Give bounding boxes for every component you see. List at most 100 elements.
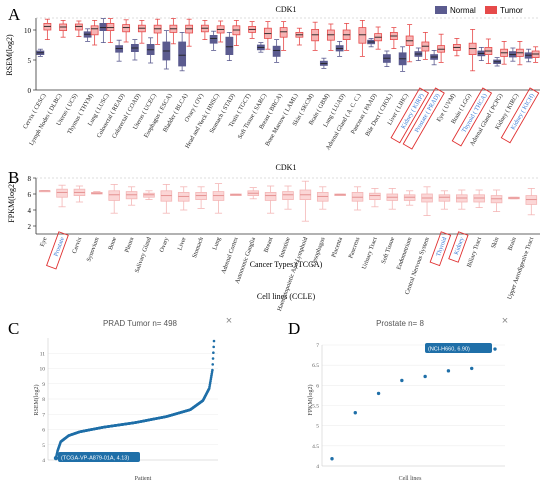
panel-d-xlabel: Cell lines — [399, 476, 422, 482]
ccle-box — [369, 192, 381, 200]
legend-tumor-label: Tumor — [500, 6, 523, 15]
highlight-box — [390, 87, 430, 144]
y-tick-label: 4 — [42, 458, 45, 464]
scatter-point — [423, 374, 427, 379]
y-tick-label: 0 — [28, 87, 32, 95]
y-tick-label: 11 — [40, 351, 46, 357]
y-tick-label: 7 — [316, 343, 319, 349]
annotation-label: (NCI-H660, 6.90) — [428, 347, 470, 353]
panel-c-ylabel: RSEM(log2) — [33, 384, 40, 415]
normal-box — [99, 22, 108, 31]
panel-a-title: CDK1 — [276, 5, 297, 14]
legend-tumor-swatch — [485, 6, 497, 14]
ccle-box — [108, 190, 120, 201]
panel-b-ylabel: FPKM(log2) — [7, 181, 16, 223]
y-tick-label: 4 — [316, 464, 319, 470]
x-tick-label: Placenta — [330, 236, 344, 258]
ccle-box — [56, 188, 68, 198]
x-tick-label: Cervix — [71, 235, 84, 254]
tumor-box — [74, 23, 83, 31]
scatter-point — [376, 391, 381, 396]
panel-c-title: PRAD Tumor n= 498 — [103, 319, 178, 328]
legend-normal-label: Normal — [450, 6, 476, 15]
highlight-point — [53, 455, 59, 461]
panel-c: C PRAD Tumor n= 498 × Patient RSEM(log2)… — [8, 315, 232, 482]
panel-d-label: D — [288, 319, 300, 338]
panel-d: D Prostate n= 8 × Cell lines FPKM(log2) … — [288, 315, 508, 482]
highlight-box — [402, 87, 445, 150]
panel-a-ylabel: RSEM(log2) — [5, 34, 14, 76]
y-tick-label: 5 — [42, 443, 45, 449]
x-tick-label: Breast — [263, 236, 275, 254]
x-tick-label: Liver — [176, 236, 187, 251]
y-tick-label: 5 — [316, 424, 319, 430]
panel-c-label: C — [8, 319, 19, 338]
x-tick-label: Lung — [211, 236, 222, 251]
y-tick-label: 8 — [28, 175, 32, 183]
annotation-box — [425, 343, 492, 354]
y-tick-label: 7 — [42, 412, 45, 418]
panel-b-xlabel: Cell lines (CCLE) — [257, 292, 316, 301]
y-tick-label: 4.5 — [312, 444, 319, 450]
y-tick-label: 6 — [42, 428, 45, 434]
panel-d-title: Prostate n= 8 — [376, 319, 424, 328]
panel-b-title: CDK1 — [276, 163, 297, 172]
y-tick-label: 6 — [316, 383, 319, 389]
highlight-box — [500, 87, 540, 144]
y-tick-label: 5 — [28, 57, 32, 65]
panel-a-legend: Normal Tumor — [435, 6, 523, 15]
x-tick-label: Brain — [507, 236, 518, 251]
scatter-point — [211, 363, 215, 366]
y-tick-label: 10 — [40, 367, 46, 373]
normal-box — [209, 35, 218, 44]
scatter-point — [211, 368, 214, 372]
legend-normal-swatch — [435, 6, 447, 14]
panel-c-xlabel: Patient — [135, 476, 152, 482]
ccle-box — [282, 191, 294, 201]
annotation-box — [58, 452, 140, 463]
scatter-point — [400, 378, 404, 383]
scatter-point — [470, 366, 474, 371]
close-icon[interactable]: × — [226, 315, 232, 327]
tumor-box — [106, 22, 115, 31]
panel-b: B CDK1 Cell lines (CCLE) FPKM(log2) 2 4 6 8… — [7, 163, 540, 312]
y-tick-label: 9 — [42, 382, 45, 388]
highlight-box — [451, 87, 493, 147]
tumor-box — [279, 27, 288, 38]
y-tick-label: 6.5 — [312, 363, 319, 369]
y-tick-label: 2 — [28, 223, 32, 231]
normal-box — [225, 36, 234, 56]
y-tick-label: 5.5 — [312, 404, 319, 410]
tumor-box — [90, 25, 99, 36]
annotation-label: (TCGA-VP-A879-01A, 4.13) — [61, 456, 129, 462]
scatter-point — [212, 339, 216, 343]
normal-box — [272, 45, 281, 57]
x-tick-label: Soft Tissue — [380, 236, 396, 265]
y-tick-label: 8 — [42, 397, 45, 403]
scatter-point — [330, 457, 334, 461]
x-tick-label: Biliary Tract — [466, 236, 483, 268]
scatter-point — [493, 347, 497, 351]
x-tick-label: Adrenal Cortex — [220, 235, 240, 274]
close-icon[interactable]: × — [502, 315, 508, 327]
scatter-point — [212, 345, 215, 349]
x-tick-label: Eye — [39, 236, 49, 248]
x-tick-label: Salivary Gland — [134, 235, 154, 273]
x-tick-label: Intestine — [278, 236, 292, 259]
panel-b-label: B — [8, 168, 19, 187]
x-tick-label: Bone — [107, 236, 118, 251]
scatter-point — [212, 351, 215, 355]
y-tick-label: 4 — [28, 207, 32, 215]
x-tick-label: Synovium — [85, 236, 100, 262]
tumor-box — [358, 27, 367, 44]
x-tick-label: Stomach — [191, 235, 205, 259]
y-tick-label: 6 — [28, 191, 32, 199]
x-tick-label: Pancreas — [347, 236, 361, 260]
y-tick-label: 10 — [24, 27, 32, 35]
x-tick-label: Endometrium — [395, 236, 413, 271]
panel-d-ylabel: FPKM(log2) — [307, 384, 314, 415]
x-tick-label: Ovary — [158, 235, 170, 253]
scatter-point — [211, 357, 215, 360]
panel-a-xlabel: Cancer Types (TCGA) — [250, 260, 323, 269]
